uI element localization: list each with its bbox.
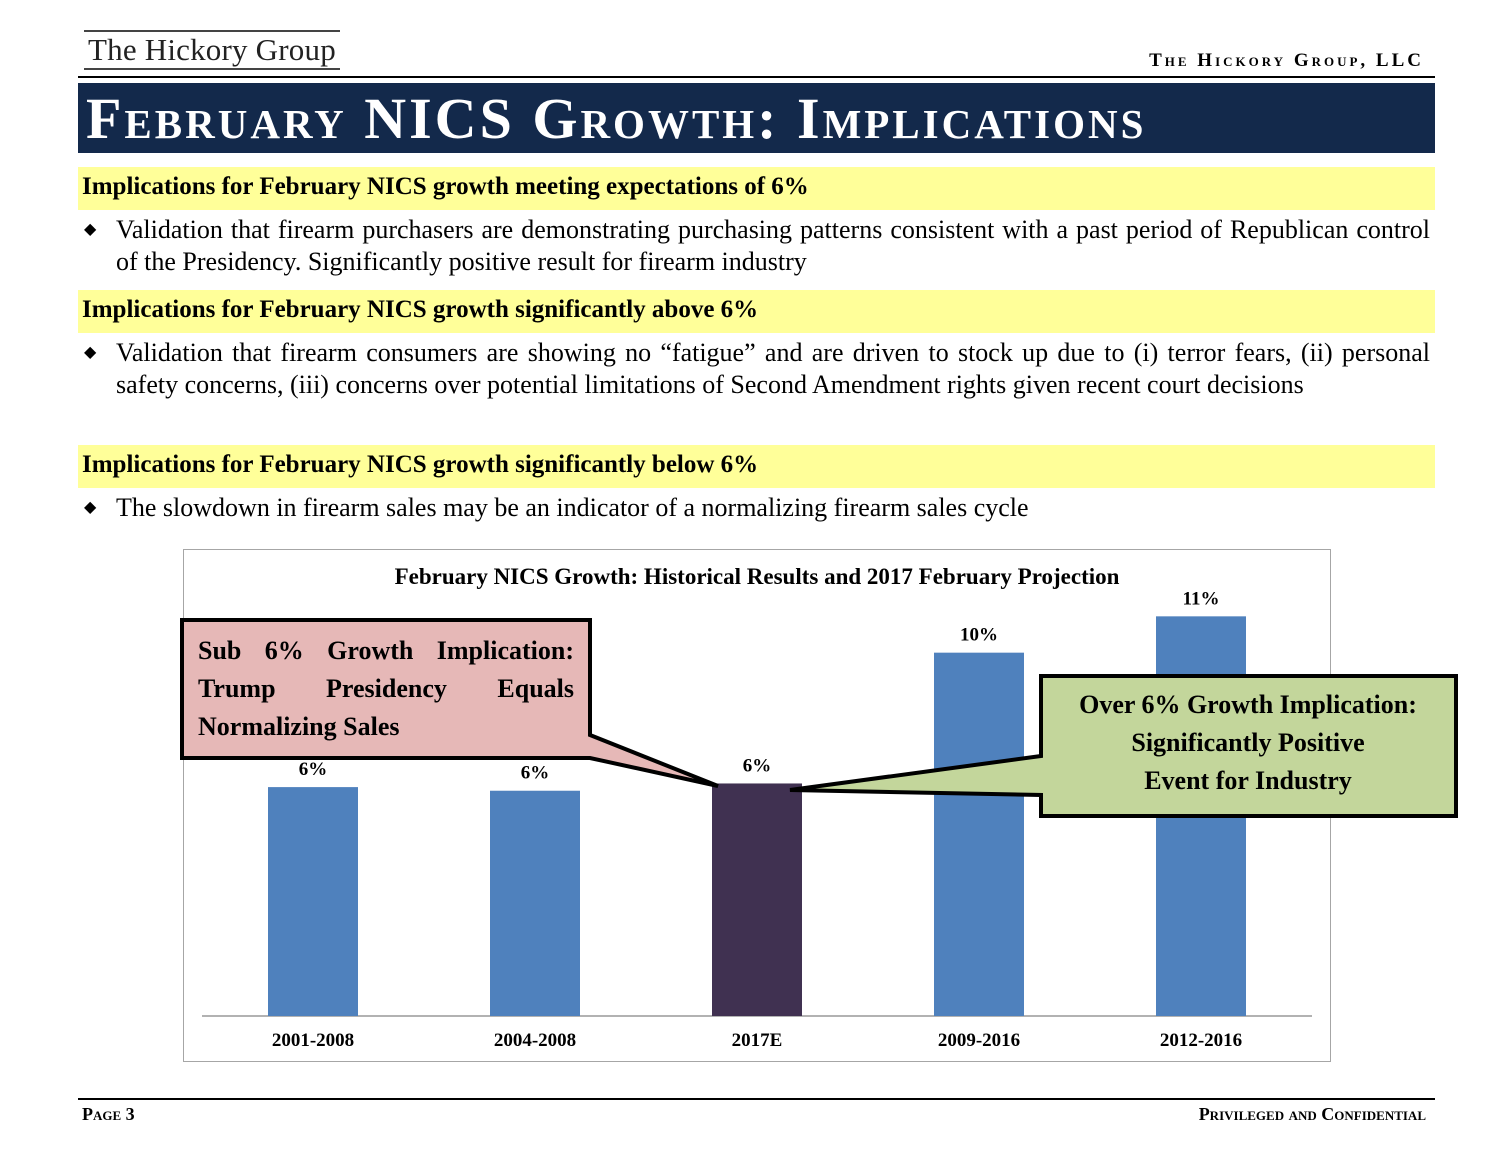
callout-left-line1: Sub 6% Growth Implication: xyxy=(198,636,574,665)
bar-2001-2008 xyxy=(268,787,358,1016)
diamond-bullet-icon: ◆ xyxy=(84,499,97,516)
page-number: Page 3 xyxy=(82,1104,135,1124)
confidentiality-notice: Privileged and Confidential xyxy=(1198,1104,1426,1124)
footer-divider xyxy=(78,1098,1435,1100)
bar-2017E xyxy=(712,783,802,1016)
diamond-bullet-icon: ◆ xyxy=(84,344,97,361)
bullet-above: ◆ Validation that firearm consumers are … xyxy=(84,337,1430,401)
x-tick-label-2001-2008: 2001-2008 xyxy=(272,1030,354,1051)
callout-left-line3: Normalizing Sales xyxy=(198,712,400,741)
section-heading-above: Implications for February NICS growth si… xyxy=(78,290,1435,333)
page-title: February NICS Growth: Implications xyxy=(86,86,1147,151)
bullet-text: The slowdown in firearm sales may be an … xyxy=(116,493,1029,522)
callout-right-line2: Significantly Positive xyxy=(1131,728,1365,757)
bar-2004-2008 xyxy=(490,790,580,1016)
section-heading-meeting: Implications for February NICS growth me… xyxy=(78,167,1435,210)
section-heading-below: Implications for February NICS growth si… xyxy=(78,445,1435,488)
bar-2009-2016 xyxy=(934,652,1024,1016)
x-tick-label-2017E: 2017E xyxy=(732,1030,783,1051)
callout-right-line1: Over 6% Growth Implication: xyxy=(1079,690,1417,719)
bullet-text: Validation that firearm consumers are sh… xyxy=(116,338,1430,399)
x-tick-label-2004-2008: 2004-2008 xyxy=(494,1030,576,1051)
callout-left-text: Sub 6% Growth Implication: Trump Preside… xyxy=(198,632,574,746)
callout-right-text: Over 6% Growth Implication: Significantl… xyxy=(1048,686,1448,800)
x-tick-label-2012-2016: 2012-2016 xyxy=(1160,1030,1242,1051)
callout-left-line2: Trump Presidency Equals xyxy=(198,674,574,703)
data-label-2012-2016: 11% xyxy=(1183,588,1220,609)
data-label-2001-2008: 6% xyxy=(299,759,328,780)
diamond-bullet-icon: ◆ xyxy=(84,221,97,238)
callout-right-line3: Event for Industry xyxy=(1144,766,1352,795)
bullet-text: Validation that firearm purchasers are d… xyxy=(116,215,1430,276)
title-banner: February NICS Growth: Implications xyxy=(78,83,1435,153)
data-label-2009-2016: 10% xyxy=(960,625,998,646)
x-tick-label-2009-2016: 2009-2016 xyxy=(938,1030,1020,1051)
header-divider xyxy=(78,76,1435,78)
firm-name: The Hickory Group, LLC xyxy=(1149,50,1424,71)
data-label-2004-2008: 6% xyxy=(521,763,550,784)
chart-title: February NICS Growth: Historical Results… xyxy=(394,564,1120,589)
data-label-2017E: 6% xyxy=(743,755,772,776)
company-logo: The Hickory Group xyxy=(84,30,340,70)
bullet-meeting: ◆ Validation that firearm purchasers are… xyxy=(84,214,1430,278)
bullet-below: ◆ The slowdown in firearm sales may be a… xyxy=(84,492,1430,524)
callout-right-shape xyxy=(789,674,1458,818)
callout-left-shape xyxy=(180,618,719,788)
